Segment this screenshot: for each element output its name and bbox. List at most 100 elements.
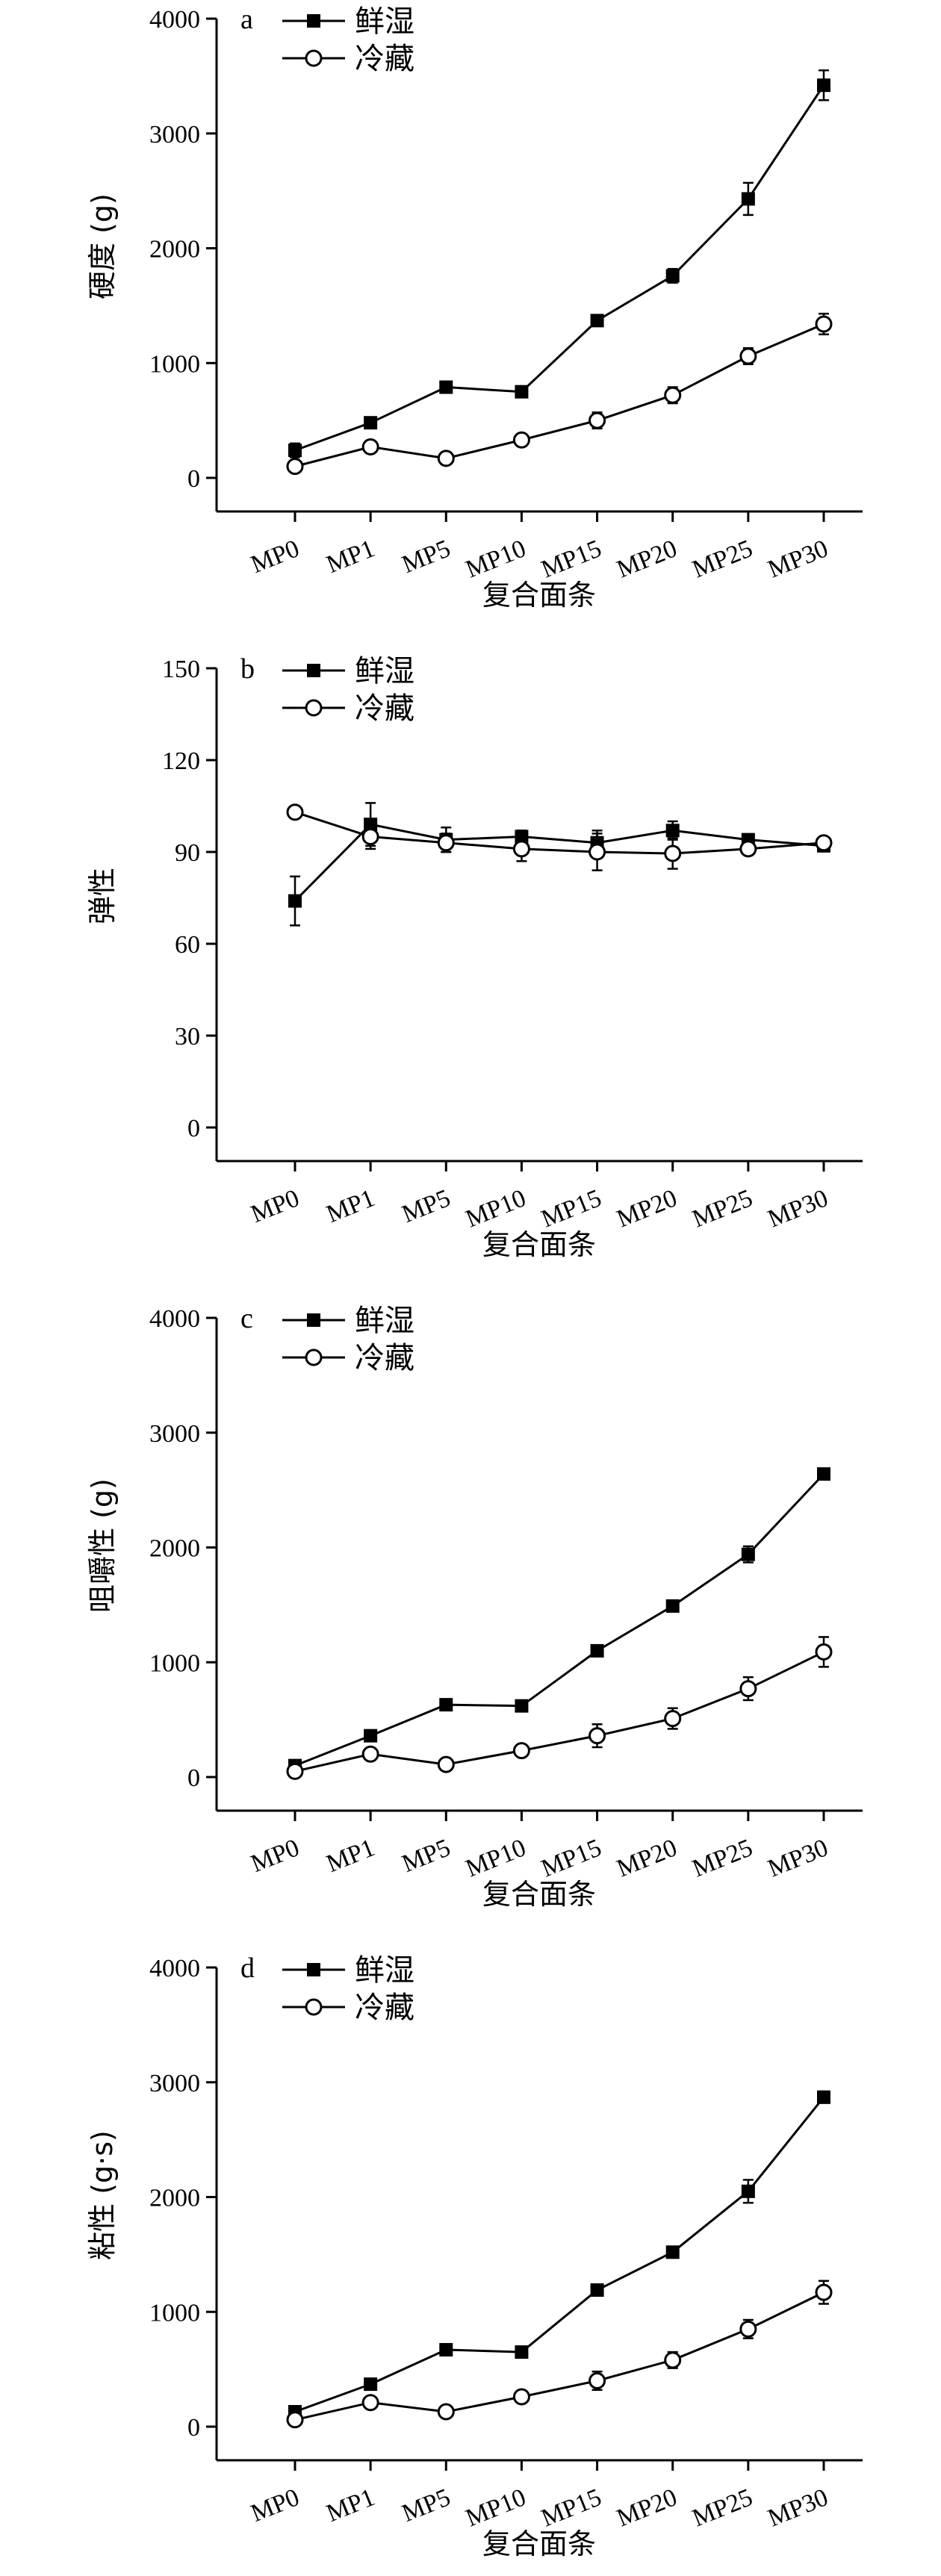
y-tick-label: 1000 — [149, 2299, 200, 2327]
y-tick-label: 4000 — [149, 1955, 200, 1982]
data-point — [437, 834, 455, 852]
series-fresh: 鲜湿 — [282, 4, 830, 458]
x-tick-label: MP25 — [689, 535, 757, 583]
data-point — [588, 843, 606, 861]
data-point — [588, 411, 606, 429]
data-point — [286, 803, 304, 821]
data-point — [364, 1729, 378, 1743]
x-tick-label: MP1 — [323, 1834, 379, 1878]
series-line — [294, 2291, 824, 2421]
series-line — [294, 1473, 825, 1767]
x-tick-label: MP30 — [764, 535, 832, 583]
data-point — [665, 269, 680, 283]
x-tick-label: MP5 — [398, 1184, 454, 1228]
x-tick-label: MP15 — [538, 1184, 606, 1233]
x-tick-label: MP20 — [613, 535, 681, 583]
legend-marker — [305, 1348, 323, 1366]
y-tick-label: 30 — [175, 1023, 200, 1051]
data-point — [361, 1745, 379, 1763]
x-tick-label: MP30 — [764, 1834, 832, 1882]
series-refrigerated: 冷藏 — [282, 1341, 833, 1780]
y-tick-label: 1000 — [149, 350, 200, 378]
y-tick-label: 3000 — [149, 121, 200, 149]
x-tick-label: MP20 — [613, 1834, 681, 1882]
x-tick-label: MP0 — [247, 535, 303, 579]
data-point — [512, 2388, 530, 2406]
y-tick-label: 1000 — [149, 1649, 200, 1677]
series-line — [294, 811, 824, 855]
data-point — [664, 1710, 682, 1728]
y-axis-label: 粘性 (g·s) — [86, 2130, 119, 2260]
series-refrigerated: 冷藏 — [282, 1991, 833, 2429]
legend-marker — [305, 49, 323, 67]
y-tick-label: 4000 — [149, 1305, 200, 1333]
data-point — [664, 2351, 682, 2369]
x-tick-label: MP10 — [462, 2483, 529, 2532]
data-point — [286, 458, 304, 476]
data-point — [364, 2377, 378, 2392]
x-tick-label: MP5 — [398, 535, 454, 579]
data-point — [664, 844, 682, 862]
legend-marker — [307, 14, 320, 28]
series-fresh: 鲜湿 — [282, 1304, 830, 1773]
y-tick-label: 2000 — [149, 236, 200, 264]
legend-label: 冷藏 — [355, 42, 414, 76]
data-point — [665, 1599, 680, 1613]
data-point — [512, 840, 530, 858]
y-tick-label: 120 — [162, 747, 200, 775]
data-point — [665, 824, 680, 838]
data-point — [437, 449, 455, 467]
y-tick-label: 150 — [162, 656, 200, 683]
x-tick-label: MP15 — [538, 1834, 606, 1882]
data-point — [741, 192, 755, 206]
data-point — [437, 2403, 455, 2421]
series-line — [294, 1651, 824, 1773]
data-point — [815, 834, 833, 852]
data-point — [739, 840, 757, 858]
data-point — [590, 1643, 604, 1658]
y-tick-label: 2000 — [149, 1535, 200, 1563]
x-axis-label: 复合面条 — [482, 2527, 596, 2560]
data-point — [286, 2411, 304, 2429]
data-point — [815, 1643, 833, 1661]
data-point — [437, 1755, 455, 1773]
x-tick-label: MP15 — [538, 535, 606, 583]
panel-letter: d — [240, 1953, 255, 1984]
data-point — [439, 2342, 453, 2356]
data-point — [815, 2283, 833, 2301]
series-line — [294, 823, 824, 902]
data-point — [815, 315, 833, 333]
y-axis-label: 弹性 — [86, 868, 119, 924]
x-tick-label: MP20 — [613, 2483, 681, 2532]
x-tick-label: MP15 — [538, 2483, 606, 2532]
data-point — [512, 1742, 530, 1760]
legend-label: 冷藏 — [355, 1341, 414, 1375]
y-tick-label: 0 — [187, 1764, 200, 1792]
data-point — [288, 894, 302, 908]
y-axis-label: 咀嚼性 (g) — [86, 1478, 119, 1613]
data-point — [665, 2245, 680, 2259]
legend-label: 鲜湿 — [355, 1953, 414, 1988]
x-axis-label: 复合面条 — [482, 579, 596, 612]
data-point — [739, 2320, 757, 2338]
panel-b: 0 30 60 90 120 150 MP0 MP1 MP5 MP10 MP15 MP20 MP25 MP… — [86, 653, 863, 1261]
data-point — [361, 828, 379, 845]
legend-label: 鲜湿 — [355, 1304, 414, 1338]
data-point — [664, 386, 682, 404]
x-tick-label: MP5 — [398, 1834, 454, 1878]
x-tick-label: MP25 — [689, 1184, 757, 1233]
data-point — [739, 1680, 757, 1698]
x-tick-label: MP0 — [247, 2483, 303, 2527]
series-line — [294, 84, 825, 452]
x-tick-label: MP30 — [764, 2483, 832, 2532]
data-point — [741, 2184, 755, 2198]
y-tick-label: 4000 — [149, 6, 200, 34]
legend-label: 冷藏 — [355, 691, 414, 726]
data-point — [588, 2372, 606, 2389]
x-tick-label: MP25 — [689, 2483, 757, 2532]
legend-marker — [305, 699, 323, 717]
y-tick-label: 0 — [187, 1115, 200, 1142]
